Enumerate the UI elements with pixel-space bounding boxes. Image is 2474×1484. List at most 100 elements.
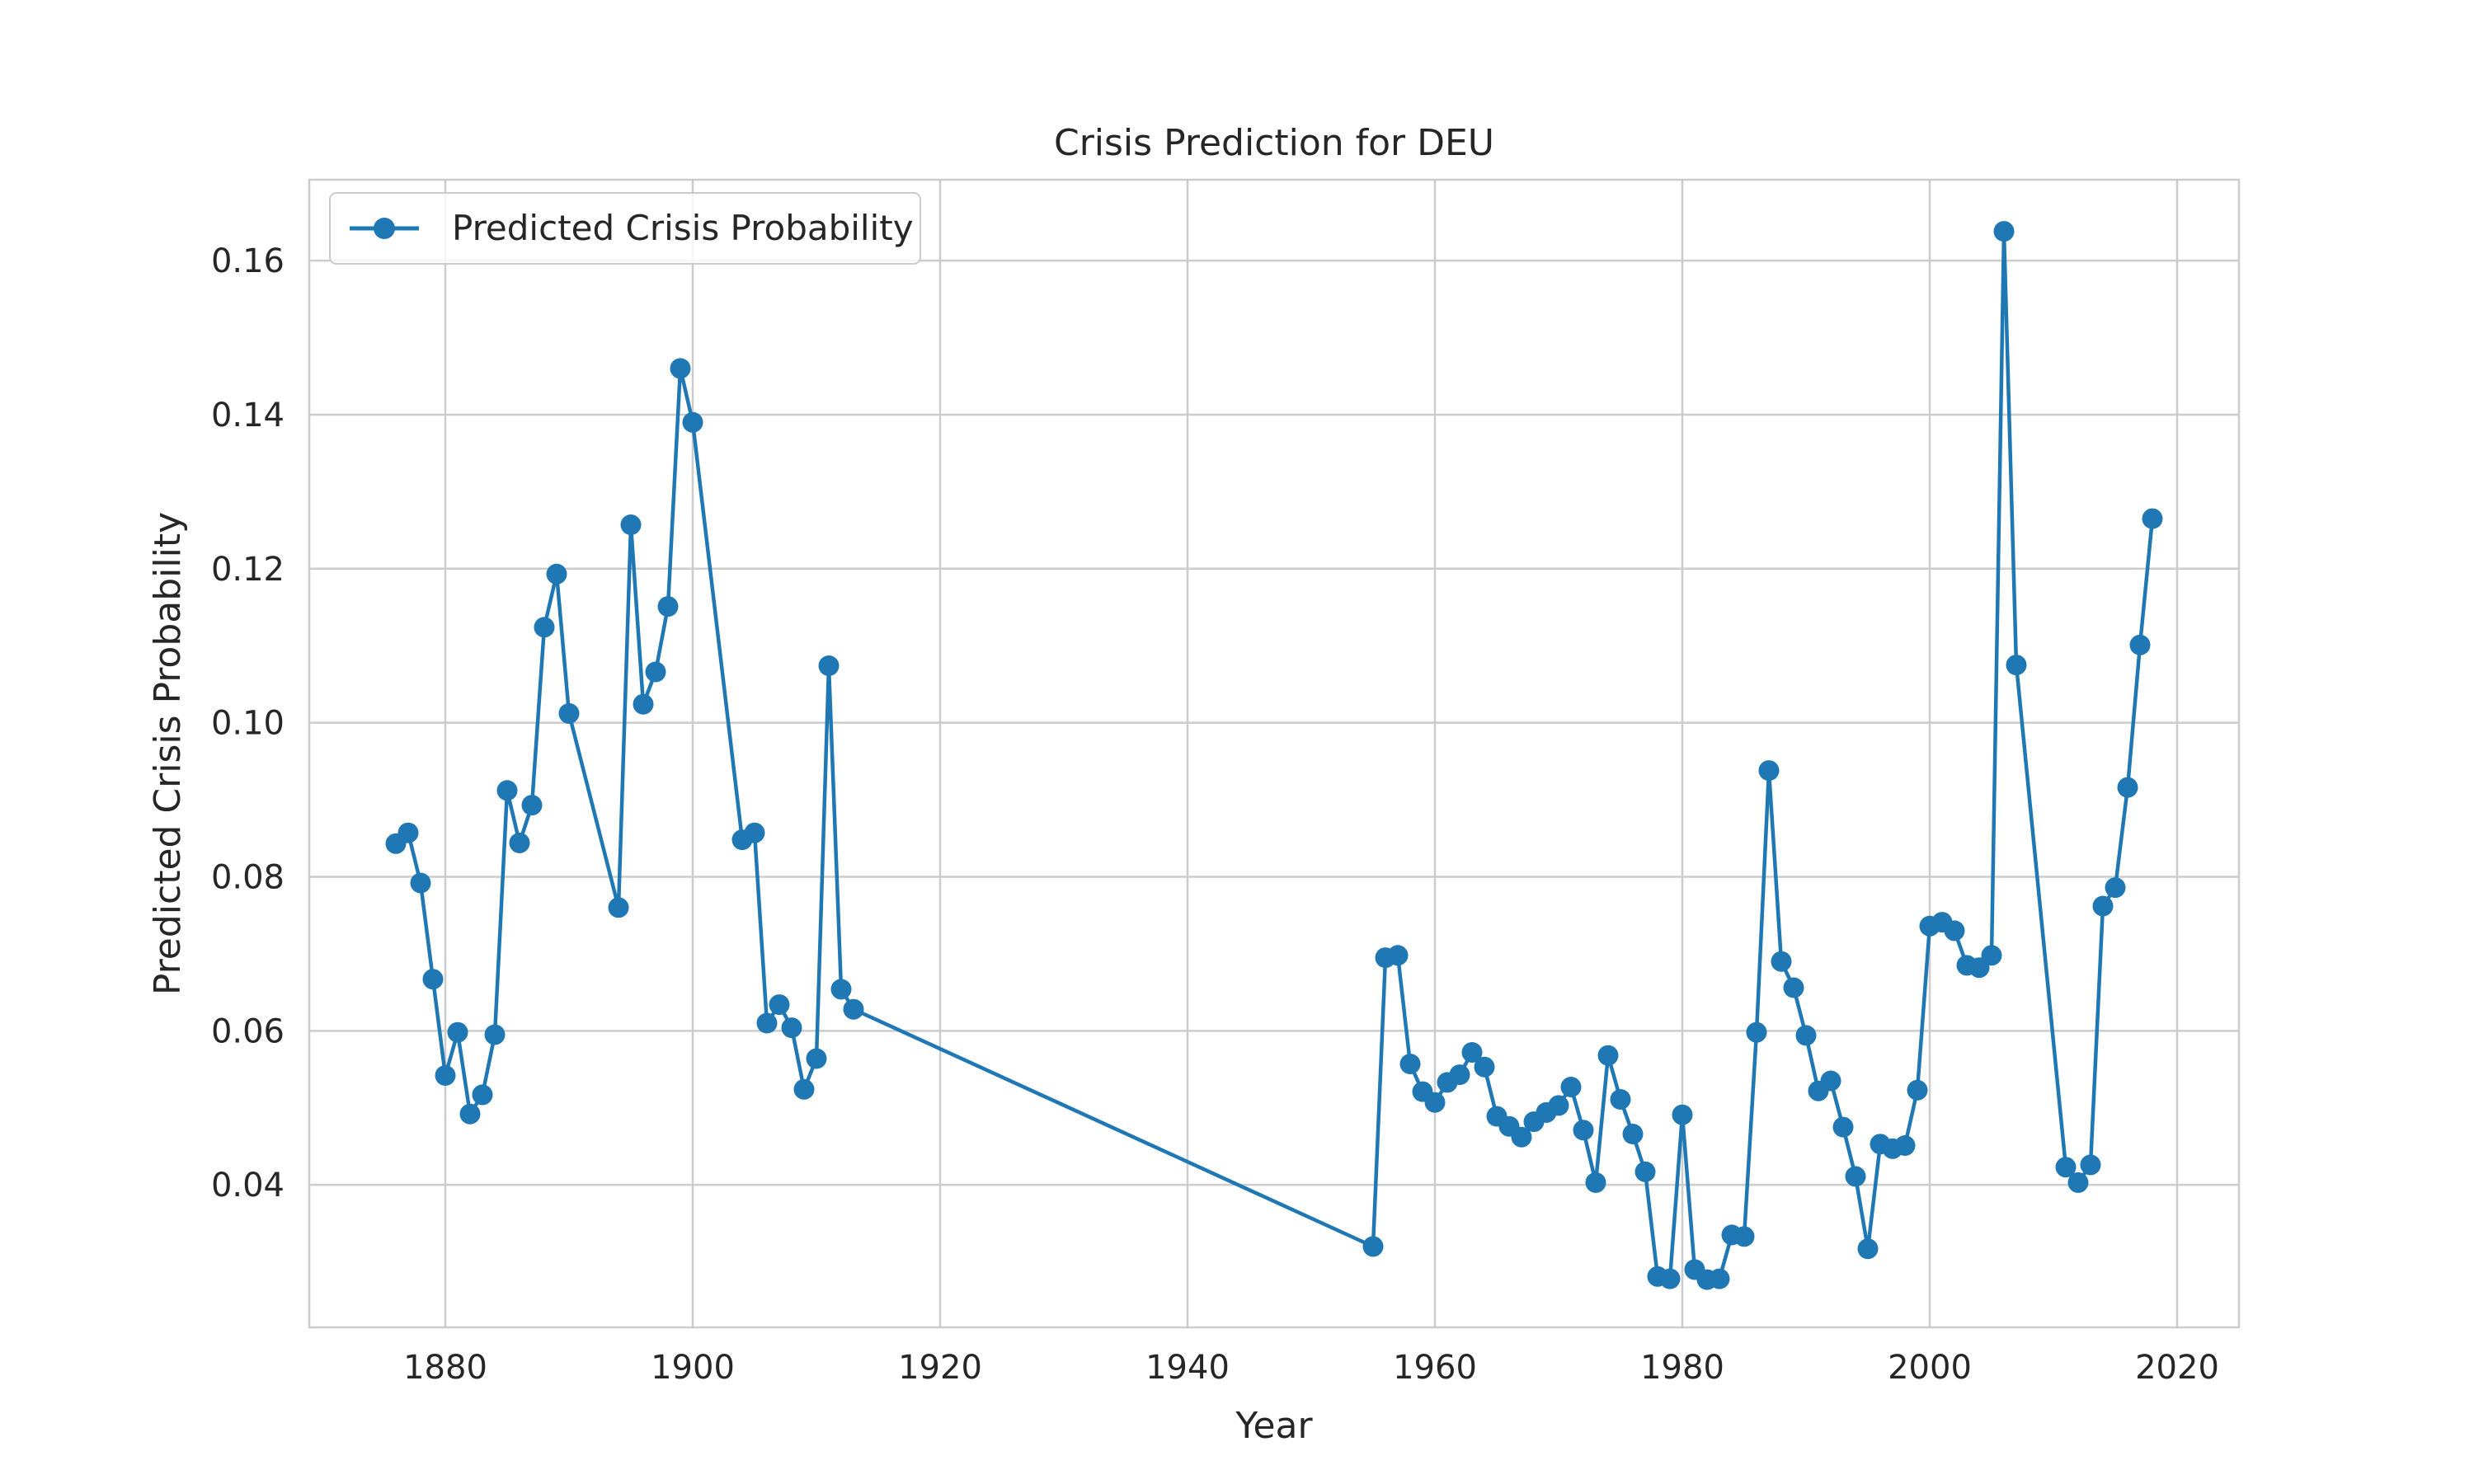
data-point bbox=[1771, 951, 1792, 972]
data-point bbox=[534, 617, 555, 638]
data-point bbox=[818, 655, 840, 676]
data-point bbox=[1820, 1070, 1841, 1092]
data-point bbox=[1845, 1166, 1866, 1187]
data-point bbox=[1907, 1079, 1928, 1101]
data-point bbox=[447, 1021, 468, 1043]
plot-frame bbox=[308, 178, 2241, 1329]
x-tick-labels: 1880 1900 1920 1940 1960 1980 2000 2020 bbox=[403, 1349, 2219, 1387]
data-point bbox=[1783, 977, 1804, 998]
y-tick-label: 0.08 bbox=[211, 858, 285, 896]
data-point bbox=[484, 1024, 506, 1045]
data-point bbox=[769, 994, 790, 1016]
data-point bbox=[744, 822, 765, 843]
data-point bbox=[1993, 221, 2015, 242]
data-point bbox=[1832, 1116, 1854, 1138]
data-point bbox=[2092, 895, 2114, 917]
data-point bbox=[843, 998, 864, 1020]
data-point bbox=[1511, 1126, 1532, 1148]
data-point bbox=[756, 1012, 778, 1034]
data-point bbox=[1622, 1124, 1644, 1144]
legend-frame bbox=[329, 192, 921, 265]
data-point bbox=[1362, 1236, 1384, 1257]
grid-lines bbox=[309, 180, 2239, 1327]
data-point bbox=[1733, 1226, 1755, 1247]
x-tick-label: 1900 bbox=[651, 1349, 735, 1387]
data-point bbox=[1461, 1042, 1483, 1063]
data-point bbox=[422, 969, 444, 990]
data-point bbox=[496, 780, 518, 801]
data-point bbox=[608, 897, 629, 918]
data-point bbox=[410, 872, 431, 894]
data-point bbox=[521, 795, 543, 816]
y-tick-label: 0.12 bbox=[211, 551, 285, 589]
y-tick-labels: 0.04 0.06 0.08 0.10 0.12 0.14 0.16 bbox=[211, 242, 285, 1205]
data-point bbox=[472, 1084, 493, 1106]
series-line bbox=[385, 221, 2163, 1290]
y-tick-label: 0.04 bbox=[211, 1167, 285, 1205]
data-point bbox=[1709, 1268, 1730, 1289]
y-tick-label: 0.16 bbox=[211, 242, 285, 280]
data-point bbox=[2142, 508, 2163, 529]
x-tick-label: 1920 bbox=[898, 1349, 982, 1387]
data-point bbox=[2080, 1154, 2101, 1176]
y-tick-label: 0.06 bbox=[211, 1012, 285, 1050]
legend: Predicted Crisis Probability bbox=[329, 192, 921, 265]
data-point bbox=[2105, 877, 2126, 899]
data-point bbox=[1857, 1238, 1879, 1260]
data-point bbox=[1424, 1092, 1446, 1113]
x-tick-label: 1960 bbox=[1393, 1349, 1477, 1387]
y-tick-label: 0.14 bbox=[211, 397, 285, 434]
data-point bbox=[1944, 920, 1965, 942]
x-tick-label: 2020 bbox=[2135, 1349, 2219, 1387]
data-point bbox=[806, 1048, 827, 1069]
data-point bbox=[435, 1065, 456, 1086]
data-point bbox=[1795, 1025, 1817, 1046]
data-point bbox=[633, 693, 654, 715]
data-point bbox=[1399, 1054, 1421, 1074]
x-axis-label: Year bbox=[1235, 1405, 1313, 1447]
data-point bbox=[1672, 1104, 1693, 1125]
data-point bbox=[682, 411, 703, 433]
data-point bbox=[2055, 1157, 2077, 1178]
data-point bbox=[620, 514, 642, 535]
data-point bbox=[1449, 1064, 1470, 1086]
data-point bbox=[1894, 1135, 1916, 1156]
data-point bbox=[1597, 1045, 1619, 1066]
data-point bbox=[1548, 1095, 1569, 1116]
data-point bbox=[1746, 1021, 1767, 1043]
chart-title: Crisis Prediction for DEU bbox=[1054, 122, 1494, 164]
data-point bbox=[1573, 1120, 1594, 1141]
data-point bbox=[397, 822, 419, 843]
data-point bbox=[1634, 1161, 1656, 1182]
data-point bbox=[1610, 1089, 1631, 1110]
data-point bbox=[546, 563, 567, 585]
data-point bbox=[558, 702, 580, 724]
data-point bbox=[830, 979, 852, 1000]
y-tick-label: 0.10 bbox=[211, 705, 285, 743]
data-point bbox=[2067, 1172, 2089, 1193]
data-point bbox=[1560, 1077, 1582, 1097]
x-tick-label: 1880 bbox=[403, 1349, 487, 1387]
data-point bbox=[509, 832, 530, 853]
data-point bbox=[2129, 634, 2151, 655]
data-point bbox=[645, 661, 666, 683]
x-tick-label: 1940 bbox=[1145, 1349, 1230, 1387]
legend-entry-label: Predicted Crisis Probability bbox=[452, 208, 914, 248]
data-point bbox=[1659, 1268, 1681, 1289]
data-point bbox=[459, 1103, 481, 1125]
legend-marker-swatch bbox=[374, 218, 395, 239]
data-point bbox=[670, 358, 691, 379]
data-point bbox=[781, 1017, 802, 1039]
data-point bbox=[793, 1078, 815, 1100]
data-point bbox=[1585, 1172, 1606, 1193]
data-point bbox=[1387, 945, 1409, 966]
data-point bbox=[1474, 1056, 1495, 1078]
data-point bbox=[657, 596, 679, 618]
x-tick-label: 2000 bbox=[1888, 1349, 1972, 1387]
data-point bbox=[1981, 945, 2002, 966]
plot-background bbox=[309, 180, 2239, 1327]
data-point bbox=[2117, 777, 2138, 798]
y-axis-label: Predicted Crisis Probability bbox=[147, 512, 189, 995]
data-point bbox=[1758, 760, 1780, 782]
